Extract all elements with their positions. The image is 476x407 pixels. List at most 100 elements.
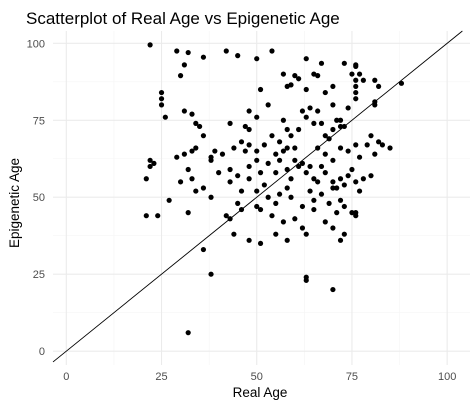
data-point [296, 126, 302, 133]
data-point [185, 330, 191, 336]
data-point [147, 157, 153, 163]
data-point [231, 145, 237, 151]
data-point [227, 166, 233, 173]
data-point [257, 86, 264, 93]
data-point [254, 157, 260, 163]
data-point [330, 83, 336, 90]
data-point [265, 160, 271, 166]
x-axis-label: Real Age [233, 385, 288, 400]
data-point [257, 240, 264, 247]
data-point [299, 108, 306, 114]
data-point [372, 151, 378, 157]
data-point [231, 231, 237, 237]
data-point [158, 96, 165, 102]
data-point [326, 200, 332, 206]
data-point [280, 71, 286, 77]
data-point [299, 203, 306, 210]
data-point [273, 170, 279, 176]
data-point [273, 151, 279, 157]
data-point [265, 102, 271, 108]
data-point [185, 49, 191, 56]
data-point [200, 133, 207, 139]
data-point [322, 151, 328, 157]
data-point [246, 142, 252, 148]
data-point [311, 120, 317, 126]
data-point [257, 170, 264, 176]
data-point [197, 123, 203, 130]
data-point [193, 188, 199, 194]
data-point [334, 210, 340, 216]
data-point [238, 206, 245, 213]
chart-title: Scatterplot of Real Age vs Epigenetic Ag… [26, 9, 340, 28]
data-point [337, 237, 344, 243]
data-point [337, 117, 344, 123]
data-point [341, 182, 347, 188]
data-point [307, 188, 313, 194]
data-point [219, 151, 226, 157]
data-point [318, 120, 325, 126]
data-point [158, 89, 165, 96]
data-point [376, 83, 382, 90]
data-point [227, 120, 233, 126]
data-point [227, 179, 233, 185]
data-point [318, 163, 325, 170]
data-point [189, 111, 195, 117]
data-point [280, 219, 286, 225]
data-point [200, 246, 207, 253]
data-point [379, 142, 386, 148]
data-point [273, 231, 279, 237]
data-point [261, 142, 267, 148]
data-point [288, 133, 294, 139]
data-point [276, 157, 283, 163]
y-tick-label: 25 [33, 269, 45, 281]
data-point [303, 277, 309, 283]
data-point [177, 73, 184, 79]
data-point [398, 80, 405, 86]
data-point [337, 145, 344, 151]
x-tick-label: 50 [251, 371, 263, 383]
data-point [353, 142, 359, 148]
data-point [330, 179, 336, 185]
data-point [303, 86, 309, 93]
data-point [143, 213, 149, 219]
data-point [330, 102, 336, 108]
data-point [360, 77, 366, 83]
data-point [337, 176, 344, 182]
y-axis-label: Epigenetic Age [7, 158, 22, 248]
data-point [254, 203, 260, 210]
data-point [242, 148, 248, 154]
data-point [155, 213, 161, 219]
data-point [349, 166, 355, 173]
data-point [322, 89, 328, 96]
data-point [246, 108, 252, 114]
data-point [353, 96, 359, 102]
data-point [311, 206, 317, 213]
data-point [353, 63, 359, 70]
data-point [353, 213, 359, 219]
data-point [296, 76, 302, 82]
data-point [254, 56, 260, 62]
data-point [326, 136, 332, 142]
data-point [299, 160, 306, 166]
data-point [349, 71, 355, 77]
data-point [284, 126, 290, 133]
data-point [322, 170, 328, 176]
data-point [227, 216, 233, 222]
data-point [387, 145, 393, 151]
data-point [318, 60, 325, 66]
x-tick-label: 100 [438, 371, 456, 383]
data-point [181, 108, 187, 114]
data-point [376, 139, 382, 145]
data-point [307, 163, 313, 170]
data-point [296, 163, 302, 170]
y-tick-label: 50 [33, 192, 45, 204]
data-point [162, 114, 168, 120]
data-point [311, 197, 317, 203]
data-point [269, 213, 275, 219]
data-point [349, 210, 355, 216]
data-point [235, 200, 241, 206]
data-point [280, 148, 286, 154]
data-point [158, 102, 165, 108]
data-point [318, 191, 325, 197]
y-tick-label: 100 [27, 38, 45, 50]
